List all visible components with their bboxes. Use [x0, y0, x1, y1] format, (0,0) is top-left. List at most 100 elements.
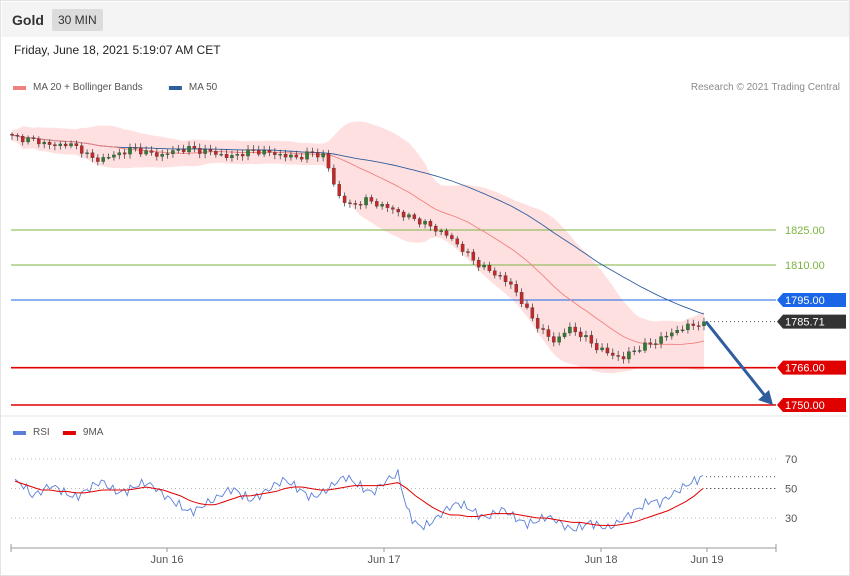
candle-body	[594, 343, 599, 351]
bollinger-bands	[12, 121, 704, 374]
x-tick-label: Jun 16	[150, 554, 183, 566]
candle-body	[369, 197, 374, 202]
candle-body	[176, 149, 181, 151]
candle	[262, 145, 266, 157]
candle	[294, 150, 299, 160]
candle-body	[600, 347, 604, 351]
candle-body	[632, 350, 637, 353]
candle	[326, 149, 331, 172]
candle-body	[396, 209, 400, 213]
candle	[498, 271, 502, 280]
candle-body	[375, 201, 379, 207]
candle-body	[208, 149, 213, 152]
candle-body	[20, 136, 25, 143]
candle	[181, 144, 186, 154]
candle-body	[53, 144, 57, 146]
candle	[219, 149, 223, 157]
candle-body	[417, 218, 422, 225]
candle	[283, 149, 288, 162]
candle-body	[450, 235, 454, 239]
level-label-bg	[777, 398, 846, 412]
candle	[358, 201, 363, 210]
rsi-tick-label: 70	[785, 454, 797, 466]
candle-body	[675, 330, 679, 334]
legend-item: RSI	[13, 427, 50, 438]
candle-body	[203, 149, 207, 154]
chart-timestamp: Friday, June 18, 2021 5:19:07 AM CET	[14, 43, 221, 57]
candle	[112, 151, 116, 161]
candle-body	[680, 329, 685, 332]
candle-body	[439, 230, 443, 233]
candle	[117, 148, 122, 160]
candle-body	[37, 138, 41, 145]
candle	[589, 330, 594, 348]
candle	[637, 345, 642, 354]
legend-swatch	[13, 431, 26, 435]
candle	[670, 328, 674, 340]
level-lines	[11, 229, 776, 406]
candle-body	[133, 147, 138, 149]
candle-body	[568, 326, 572, 334]
candle-body	[192, 146, 197, 149]
candle-body	[267, 150, 272, 153]
candle	[568, 322, 572, 336]
candle-body	[611, 352, 615, 356]
candle	[192, 141, 197, 153]
candle	[42, 139, 46, 149]
level-label-1766-00: 1766.00	[777, 360, 846, 375]
candle	[471, 248, 476, 265]
candle-body	[476, 260, 481, 268]
candle-body	[460, 243, 465, 252]
candle-body	[342, 195, 347, 203]
candle	[578, 327, 583, 342]
candle-body	[519, 292, 524, 304]
candle-body	[664, 335, 669, 338]
level-label-bg	[777, 360, 846, 375]
candle-body	[348, 202, 352, 204]
candle	[235, 149, 240, 160]
candle-body	[444, 230, 449, 236]
candle-body	[122, 152, 127, 155]
candle	[165, 149, 170, 159]
forecast-arrow-shaft	[704, 320, 768, 398]
candle	[74, 140, 79, 150]
candle-body	[332, 167, 336, 185]
candle-body	[26, 137, 30, 143]
candle	[412, 212, 417, 222]
candle-body	[74, 143, 79, 146]
candle	[332, 164, 336, 187]
candle-body	[353, 203, 358, 205]
candle	[369, 194, 374, 204]
candle	[160, 149, 164, 162]
candle-body	[503, 275, 508, 282]
chart-header: Gold 30 MIN	[2, 2, 849, 37]
legend-swatch	[13, 86, 26, 90]
candle	[138, 143, 143, 158]
candle-body	[637, 350, 642, 352]
candle-body	[455, 238, 459, 245]
legend-item: 9MA	[62, 427, 104, 438]
candle-body	[187, 146, 191, 153]
candle	[594, 338, 599, 354]
candle	[509, 278, 513, 289]
candle	[53, 141, 57, 151]
candle	[321, 149, 325, 162]
candle-body	[257, 150, 261, 155]
candle	[417, 216, 422, 228]
candle	[702, 317, 706, 331]
timeframe-button[interactable]: 30 MIN	[52, 9, 103, 31]
candle-body	[278, 154, 282, 156]
candle-body	[648, 342, 653, 345]
candle-body	[552, 336, 556, 343]
candle-body	[653, 343, 658, 345]
candle-body	[171, 150, 175, 154]
candle-body	[498, 275, 502, 277]
candle-body	[117, 152, 122, 156]
candle-body	[149, 150, 154, 153]
candle	[375, 198, 379, 209]
candle	[643, 338, 647, 354]
copyright-text: Research © 2021 Trading Central	[691, 82, 840, 93]
candle	[342, 192, 347, 207]
candle	[101, 153, 105, 165]
candle	[353, 200, 358, 209]
